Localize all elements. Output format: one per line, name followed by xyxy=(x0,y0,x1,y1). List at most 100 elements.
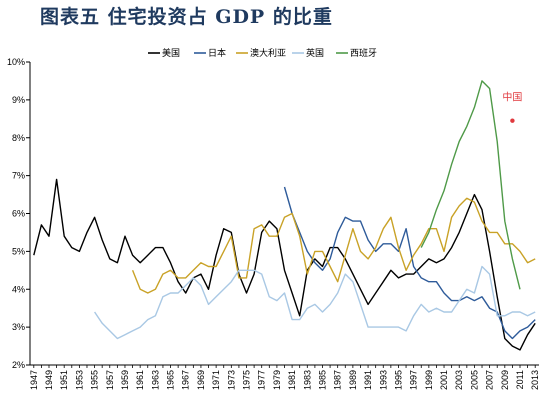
data-point xyxy=(139,288,141,290)
x-tick-label: 1971 xyxy=(211,370,221,390)
x-tick-label: 1977 xyxy=(257,370,267,390)
data-point xyxy=(299,315,301,317)
data-point xyxy=(322,266,324,268)
data-point xyxy=(208,304,210,306)
data-point xyxy=(215,296,217,298)
data-point xyxy=(451,163,453,165)
data-point xyxy=(489,88,491,90)
data-point xyxy=(117,338,119,340)
data-point xyxy=(512,338,514,340)
data-point xyxy=(367,258,369,260)
x-tick-label: 1967 xyxy=(181,370,191,390)
data-point xyxy=(519,251,521,253)
data-point xyxy=(512,258,514,260)
data-point xyxy=(428,281,430,283)
data-point xyxy=(132,270,134,272)
y-tick-label: 7% xyxy=(12,171,25,181)
legend-label: 英国 xyxy=(306,47,324,59)
data-point xyxy=(253,270,255,272)
data-point xyxy=(269,296,271,298)
data-point xyxy=(299,319,301,321)
data-point xyxy=(269,220,271,222)
x-tick-label: 1947 xyxy=(29,370,39,390)
data-point xyxy=(390,326,392,328)
data-point xyxy=(436,262,438,264)
data-point xyxy=(534,311,536,313)
data-point xyxy=(466,198,468,200)
data-point xyxy=(519,330,521,332)
data-point xyxy=(390,270,392,272)
china-label: 中国 xyxy=(502,91,522,104)
data-point xyxy=(375,292,377,294)
x-tick-label: 1973 xyxy=(226,370,236,390)
legend-label: 美国 xyxy=(162,47,180,59)
data-point xyxy=(71,247,73,249)
data-point xyxy=(519,288,521,290)
data-point xyxy=(246,270,248,272)
data-point xyxy=(360,304,362,306)
data-point xyxy=(420,277,422,279)
data-point xyxy=(238,270,240,272)
data-point xyxy=(466,296,468,298)
legend-label: 西班牙 xyxy=(350,47,377,59)
y-tick-label: 2% xyxy=(12,360,25,370)
data-point xyxy=(208,288,210,290)
data-point xyxy=(352,228,354,230)
data-point xyxy=(489,232,491,234)
data-point xyxy=(451,311,453,313)
data-point xyxy=(284,216,286,218)
data-point xyxy=(246,292,248,294)
data-point xyxy=(504,338,506,340)
y-tick-label: 4% xyxy=(12,284,25,294)
data-point xyxy=(481,209,483,211)
x-tick-label: 1957 xyxy=(105,370,115,390)
data-point xyxy=(534,319,536,321)
data-point xyxy=(86,232,88,234)
data-point xyxy=(458,232,460,234)
x-tick-label: 2001 xyxy=(439,370,449,390)
data-point xyxy=(291,319,293,321)
data-point xyxy=(291,213,293,215)
data-point xyxy=(405,228,407,230)
data-point xyxy=(534,323,536,325)
data-point xyxy=(94,216,96,218)
data-point xyxy=(284,292,286,294)
data-point xyxy=(215,254,217,256)
data-point xyxy=(314,258,316,260)
data-point xyxy=(458,300,460,302)
data-point xyxy=(276,300,278,302)
data-point xyxy=(504,330,506,332)
data-point xyxy=(527,326,529,328)
data-point xyxy=(451,216,453,218)
data-point xyxy=(109,258,111,260)
data-point xyxy=(94,311,96,313)
data-point xyxy=(139,326,141,328)
x-tick-label: 1993 xyxy=(378,370,388,390)
series-line-1 xyxy=(283,186,536,340)
data-point xyxy=(466,126,468,128)
data-point xyxy=(390,243,392,245)
data-point xyxy=(496,296,498,298)
x-tick-label: 2005 xyxy=(469,370,479,390)
data-point xyxy=(231,235,233,237)
x-tick-label: 1949 xyxy=(44,370,54,390)
data-point xyxy=(33,254,35,256)
x-tick-label: 1985 xyxy=(317,370,327,390)
data-point xyxy=(193,270,195,272)
data-point xyxy=(344,254,346,256)
series-line-3 xyxy=(94,265,536,340)
y-tick-label: 10% xyxy=(7,57,25,67)
data-point xyxy=(155,315,157,317)
data-point xyxy=(413,273,415,275)
data-point xyxy=(420,247,422,249)
data-point xyxy=(420,266,422,268)
data-point xyxy=(185,292,187,294)
data-point xyxy=(474,194,476,196)
data-point xyxy=(79,251,81,253)
data-point xyxy=(527,262,529,264)
data-point xyxy=(101,323,103,325)
x-tick-label: 1953 xyxy=(74,370,84,390)
y-tick-label: 5% xyxy=(12,246,25,256)
data-point xyxy=(481,266,483,268)
data-point xyxy=(489,307,491,309)
